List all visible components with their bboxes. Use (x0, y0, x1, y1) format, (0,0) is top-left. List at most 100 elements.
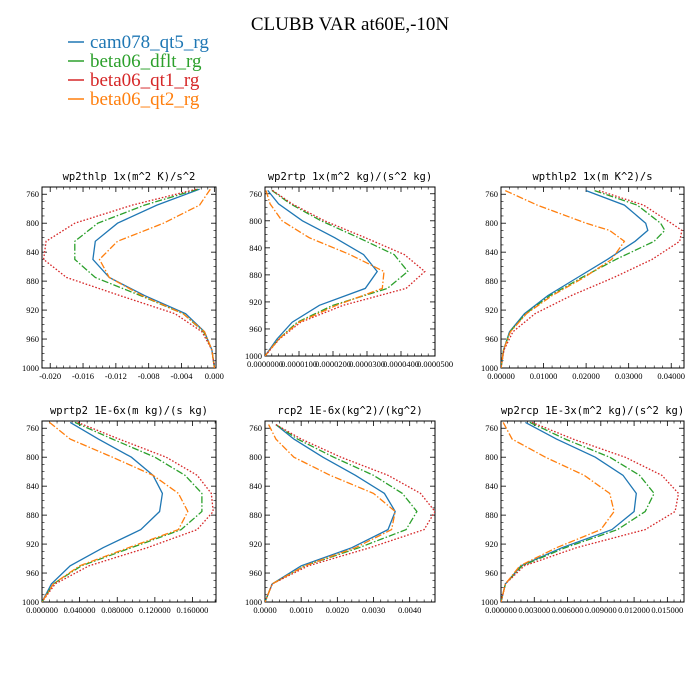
y-tick-label: 760 (26, 189, 39, 199)
y-tick-label: 800 (249, 216, 262, 226)
x-tick-label: 0.04000 (657, 371, 685, 381)
y-tick-label: 840 (26, 481, 39, 491)
y-tick-label: 960 (485, 568, 498, 578)
y-tick-label: 960 (26, 334, 39, 344)
x-tick-label: -0.016 (72, 371, 94, 381)
y-tick-label: 1000 (481, 363, 498, 373)
x-tick-label: -0.008 (138, 371, 160, 381)
y-tick-label: 880 (249, 270, 262, 280)
x-tick-label: 0.120000 (139, 605, 171, 615)
series-line-cam078_qt5_rg (92, 188, 216, 368)
series-line-beta06_dflt_rg (42, 421, 203, 602)
x-tick-label: 0.080000 (101, 605, 133, 615)
y-tick-label: 800 (485, 452, 498, 462)
y-tick-label: 760 (249, 189, 262, 199)
x-tick-label: 0.0000 (253, 605, 276, 615)
y-tick-label: 800 (26, 218, 39, 228)
y-tick-label: 880 (26, 276, 39, 286)
panel-frame (264, 186, 436, 357)
x-tick-label: 0.0040 (398, 605, 421, 615)
series-line-beta06_qt2_rg (501, 422, 615, 602)
panel-frame (264, 420, 436, 603)
y-tick-label: 840 (249, 243, 262, 253)
y-tick-label: 800 (249, 452, 262, 462)
panel-1: wp2rtp 1x(m^2 kg)/(s^2 kg) 760 800 840 880 92… (245, 171, 453, 369)
x-tick-label: 0.0000400 (383, 359, 419, 369)
y-tick-label: 840 (249, 481, 262, 491)
y-tick-label: 1000 (245, 351, 262, 361)
y-tick-label: 840 (485, 247, 498, 257)
legend-label-0: cam078_qt5_rg (90, 32, 209, 53)
x-tick-label: 0.0000100 (281, 359, 317, 369)
panel-title: wp2rcp 1E-3x(m^2 kg)/(s^2 kg) (501, 405, 684, 417)
series-line-beta06_qt2_rg (265, 424, 396, 602)
panel-frame (41, 420, 217, 603)
x-tick-label: 0.015000 (651, 605, 683, 615)
series-line-beta06_dflt_rg (501, 421, 655, 602)
x-tick-label: 0.0000500 (417, 359, 453, 369)
x-tick-label: 0.0000000 (247, 359, 283, 369)
y-tick-label: 880 (485, 510, 498, 520)
x-tick-label: 0.000000 (485, 605, 517, 615)
y-tick-label: 760 (26, 423, 39, 433)
series-line-beta06_qt1_rg (42, 421, 214, 602)
y-tick-label: 920 (249, 297, 262, 307)
y-tick-label: 1000 (22, 363, 39, 373)
series-line-beta06_qt1_rg (501, 189, 683, 368)
series-line-beta06_qt2_rg (265, 190, 385, 356)
panels: wp2thlp 1x(m^2 K)/s^2 760 800 840 880 920 960 1… (22, 171, 685, 615)
y-tick-label: 800 (485, 218, 498, 228)
panel-title: wpthlp2 1x(m K^2)/s (532, 171, 652, 183)
y-tick-label: 1000 (481, 597, 498, 607)
panel-frame (41, 186, 217, 369)
x-tick-label: 0.0010 (289, 605, 312, 615)
panel-4: rcp2 1E-6x(kg^2)/(kg^2) 760 800 840 880 920 96… (245, 405, 436, 615)
y-tick-label: 800 (26, 452, 39, 462)
series-line-cam078_qt5_rg (501, 421, 637, 602)
series-line-beta06_qt1_rg (265, 189, 426, 356)
series-line-beta06_qt1_rg (42, 188, 216, 368)
y-tick-label: 840 (26, 247, 39, 257)
y-tick-label: 960 (249, 324, 262, 334)
legend-label-1: beta06_dflt_rg (90, 51, 202, 72)
y-tick-label: 1000 (22, 597, 39, 607)
series-line-cam078_qt5_rg (501, 189, 649, 368)
y-tick-label: 920 (249, 539, 262, 549)
x-tick-label: -0.020 (39, 371, 61, 381)
x-tick-label: 0.01000 (530, 371, 558, 381)
panel-frame (500, 420, 685, 603)
x-tick-label: 0.00000 (487, 371, 515, 381)
x-tick-label: 0.009000 (585, 605, 617, 615)
series-line-beta06_dflt_rg (265, 189, 409, 356)
x-tick-label: 0.000000 (26, 605, 58, 615)
series-line-beta06_dflt_rg (501, 189, 666, 368)
panel-3: wprtp2 1E-6x(m kg)/(s kg) 760 800 840 880 920… (22, 405, 217, 615)
y-tick-label: 840 (485, 481, 498, 491)
panel-title: wprtp2 1E-6x(m kg)/(s kg) (50, 405, 208, 417)
y-tick-label: 960 (249, 568, 262, 578)
legend-label-2: beta06_qt1_rg (90, 70, 200, 91)
panel-0: wp2thlp 1x(m^2 K)/s^2 760 800 840 880 920 960 1… (22, 171, 224, 381)
x-tick-label: 0.0020 (326, 605, 349, 615)
x-tick-label: 0.0000200 (315, 359, 351, 369)
series-line-beta06_qt1_rg (265, 424, 435, 602)
x-tick-label: 0.0000300 (349, 359, 385, 369)
y-tick-label: 760 (249, 423, 262, 433)
y-tick-label: 760 (485, 189, 498, 199)
panel-title: rcp2 1E-6x(kg^2)/(kg^2) (277, 405, 422, 417)
y-tick-label: 760 (485, 423, 498, 433)
panel-5: wp2rcp 1E-3x(m^2 kg)/(s^2 kg)760 800 840 88… (481, 405, 685, 615)
x-tick-label: 0.03000 (615, 371, 643, 381)
x-tick-label: 0.02000 (572, 371, 600, 381)
x-tick-label: 0.000 (205, 371, 224, 381)
x-tick-label: 0.003000 (518, 605, 550, 615)
panel-title: wp2rtp 1x(m^2 kg)/(s^2 kg) (268, 171, 432, 183)
panel-2: wpthlp2 1x(m K^2)/s 760 800 840 880 920 960 100… (481, 171, 685, 381)
series-line-beta06_dflt_rg (265, 424, 418, 602)
legend-label-3: beta06_qt2_rg (90, 89, 200, 110)
legend: cam078_qt5_rgbeta06_dflt_rgbeta06_qt1_rg… (68, 32, 209, 110)
y-tick-label: 880 (249, 510, 262, 520)
series-line-cam078_qt5_rg (265, 424, 396, 602)
panel-frame (500, 186, 685, 369)
